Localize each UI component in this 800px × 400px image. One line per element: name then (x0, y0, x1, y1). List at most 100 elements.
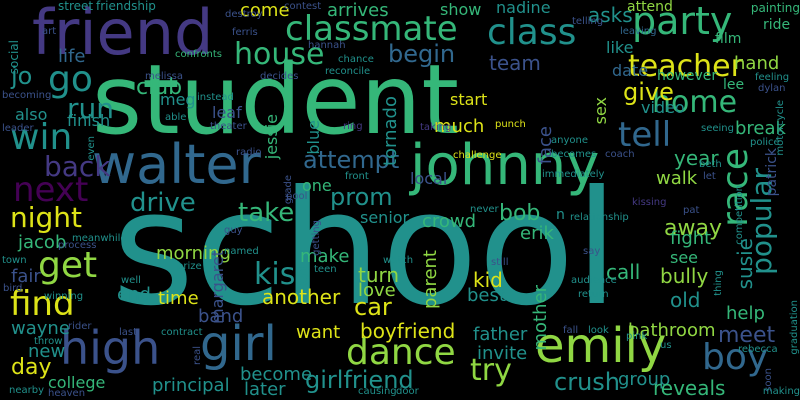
word-student: student (92, 44, 459, 156)
word-immediately: immediately (542, 169, 605, 180)
word-say: say (583, 246, 601, 257)
word-class: class (487, 12, 577, 53)
word-susie: susie (733, 238, 757, 290)
word-like: like (606, 38, 634, 57)
word-come: come (240, 0, 290, 21)
word-bathroom: bathroom (628, 320, 716, 341)
word-high: high (60, 321, 161, 375)
word-punch: punch (495, 119, 526, 130)
word-even: even (86, 136, 97, 161)
word-look: look (588, 325, 609, 336)
word-real: real (192, 346, 203, 365)
word-nadine: nadine (496, 0, 551, 17)
word-bob: bob (499, 201, 541, 226)
word-front: front (345, 171, 369, 182)
word-next: next (13, 170, 89, 210)
word-leaving: leaving (620, 26, 657, 37)
word-tell: tell (618, 115, 672, 155)
word-prom: prom (330, 183, 393, 211)
word-dylan: dylan (758, 83, 786, 94)
word-party: party (632, 0, 733, 43)
word-radio: radio (236, 147, 262, 158)
word-boy: boy (702, 337, 769, 378)
word-walter: walter (92, 133, 261, 196)
word-arrives: arrives (327, 0, 389, 21)
word-heaven: heaven (48, 388, 86, 399)
word-new: new (28, 341, 66, 362)
word-another: another (262, 285, 341, 309)
word-get: get (38, 245, 98, 286)
word-named: named (224, 246, 259, 257)
word-instead: instead (197, 92, 234, 103)
word-girlfriend: girlfriend (305, 366, 414, 394)
word-anyone: anyone (551, 135, 588, 146)
word-year: year (674, 146, 719, 170)
word-boyfriend: boyfriend (360, 319, 456, 343)
word-break: break (735, 118, 786, 139)
word-parent: parent (420, 250, 441, 310)
word-crush: crush (554, 368, 620, 396)
word-leader: leader (2, 123, 34, 134)
word-rebecca: rebecca (738, 344, 778, 355)
word-father: father (473, 324, 528, 345)
word-process: process (58, 240, 97, 251)
word-competition: competition (734, 185, 745, 245)
word-house: house (234, 37, 325, 72)
word-find: find (10, 284, 75, 324)
word-teen: teen (314, 264, 337, 275)
word-meanwhile: meanwhile (72, 233, 127, 244)
word-rider: rider (68, 321, 92, 332)
word-challenge: challenge (453, 150, 502, 161)
word-video: video (641, 98, 685, 117)
word-day: day (11, 355, 52, 380)
word-tornado: tornado (380, 96, 401, 167)
word-causing: causing (358, 386, 397, 397)
word-friendship: friendship (96, 0, 156, 13)
word-patrick: patrick (764, 148, 780, 197)
word-door: door (396, 386, 419, 397)
word-pink: pink (626, 331, 648, 342)
word-theater: theater (210, 121, 247, 132)
word-getting: getting (311, 220, 322, 256)
word-back: back (44, 150, 111, 183)
word-club: club (136, 75, 183, 100)
word-bird: bird (3, 283, 23, 294)
word-hannah: hannah (308, 40, 346, 51)
word-fight: fight (670, 228, 712, 249)
word-asks: asks (588, 3, 633, 27)
word-jo: jo (11, 62, 33, 90)
word-painting: painting (750, 1, 800, 15)
word-away: away (664, 216, 722, 241)
word-invite: invite (477, 343, 528, 364)
word-jessie: jessie (262, 114, 281, 160)
word-pat: pat (683, 205, 700, 216)
word-becoming: becoming (2, 90, 52, 101)
word-home: home (652, 85, 738, 120)
word-taking: taking (420, 122, 452, 133)
word-let: let (703, 171, 716, 182)
word-leaf: leaf (212, 103, 242, 122)
word-social: social (7, 40, 21, 75)
word-start: start (450, 90, 488, 109)
word-never: never (470, 204, 499, 215)
word-make: make (300, 246, 350, 267)
word-much: much (434, 116, 485, 137)
word-time: time (158, 288, 199, 309)
word-become: become (240, 364, 313, 385)
word-principal: principal (152, 375, 230, 396)
word-ring: ring (343, 121, 363, 132)
word-sex: sex (591, 97, 610, 125)
word-fair: fair (11, 266, 41, 287)
word-return: return (578, 289, 609, 300)
word-graduation: graduation (789, 300, 800, 355)
word-lee: lee (723, 77, 745, 93)
word-mother: mother (530, 285, 551, 351)
word-kissing: kissing (632, 197, 667, 208)
word-ride: ride (763, 17, 791, 33)
word-later: later (244, 379, 286, 400)
word-group: group (618, 369, 671, 390)
word-nearby: nearby (9, 385, 44, 396)
word-turn: turn (358, 263, 400, 287)
word-prize: prize (177, 261, 202, 272)
word-feeling: feeling (755, 72, 790, 83)
